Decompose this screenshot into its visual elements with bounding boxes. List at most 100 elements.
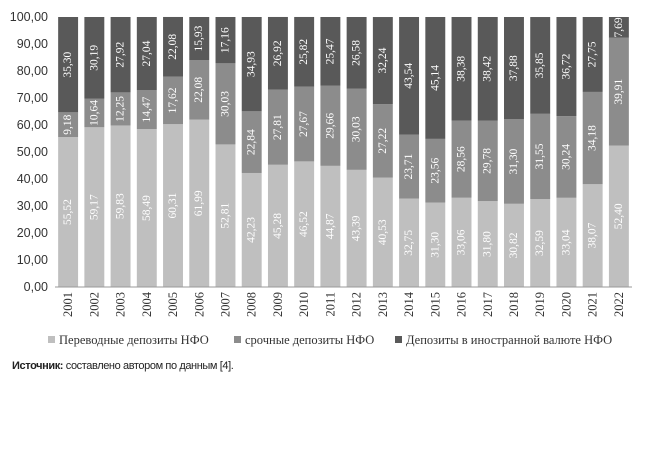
- legend-swatch-s1: [234, 336, 241, 343]
- bars: 55,52 9,18 35,30 59,17 10,64 30,19 59,83 12,25 2…: [58, 16, 629, 288]
- bar-segment-s2: [346, 17, 367, 89]
- x-tick-label: 2018: [507, 292, 521, 317]
- x-tick-label: 2005: [166, 292, 180, 317]
- value-label-s1: 27,67: [298, 111, 310, 137]
- y-tick-label: 30,00: [17, 199, 48, 213]
- value-label-s0: 31,80: [482, 231, 494, 257]
- bar-segment-s1: [136, 90, 157, 130]
- bar-segment-s2: [320, 17, 341, 86]
- value-label-s1: 27,22: [377, 128, 389, 154]
- x-tick-label: 2019: [533, 292, 547, 317]
- bar-segment-s0: [241, 172, 262, 287]
- value-label-s1: 30,03: [219, 91, 231, 117]
- x-tick-label: 2016: [455, 292, 469, 317]
- bar-segment-s0: [267, 164, 288, 287]
- bar-segment-s0: [556, 197, 577, 287]
- value-label-s1: 29,66: [324, 113, 336, 139]
- bar-segment-s2: [84, 17, 105, 99]
- y-tick-label: 10,00: [17, 253, 48, 267]
- bar-segment-s0: [84, 127, 105, 287]
- bar-segment-s1: [477, 120, 498, 202]
- value-label-s2: 35,30: [62, 51, 74, 77]
- bar-segment-s0: [608, 145, 629, 287]
- value-label-s2: 7,69: [613, 17, 625, 37]
- source-text: составлено автором по данным [4].: [63, 360, 234, 372]
- y-tick-label: 100,00: [10, 10, 48, 24]
- value-label-s2: 27,04: [141, 40, 153, 66]
- value-label-s2: 26,58: [351, 40, 363, 66]
- bar-segment-s2: [58, 17, 79, 113]
- x-tick-label: 2021: [586, 292, 600, 317]
- value-label-s2: 30,19: [88, 45, 100, 71]
- x-tick-label: 2009: [271, 292, 285, 317]
- value-label-s2: 26,92: [272, 40, 284, 66]
- value-label-s2: 25,47: [324, 38, 336, 64]
- x-tick-label: 2007: [218, 292, 232, 317]
- value-label-s2: 34,93: [246, 51, 258, 77]
- bar-segment-s0: [58, 137, 79, 287]
- value-label-s1: 9,18: [62, 114, 74, 134]
- value-label-s0: 52,81: [219, 203, 231, 229]
- bar-segment-s0: [504, 203, 524, 287]
- y-tick-label: 40,00: [17, 172, 48, 186]
- bar-segment-s2: [267, 16, 288, 90]
- y-axis: 0,00 10,00 20,00 30,00 40,00 50,00 60,00 70,00 8…: [10, 10, 48, 294]
- bar-segment-s2: [608, 17, 629, 38]
- value-label-s1: 30,03: [351, 116, 363, 142]
- x-tick-label: 2012: [350, 292, 364, 317]
- bar-segment-s1: [451, 120, 472, 198]
- bar-segment-s2: [582, 17, 603, 92]
- bar-segment-s2: [136, 17, 157, 91]
- bar-segment-s2: [163, 16, 183, 77]
- bar-segment-s1: [241, 111, 262, 173]
- value-label-s0: 40,53: [377, 219, 389, 245]
- bar-segment-s0: [346, 169, 367, 287]
- bar-segment-s1: [530, 113, 551, 200]
- value-label-s2: 45,14: [429, 65, 441, 91]
- bar-segment-s1: [425, 138, 446, 203]
- bar-segment-s1: [582, 91, 603, 185]
- y-tick-label: 80,00: [17, 64, 48, 78]
- value-label-s1: 29,78: [482, 148, 494, 174]
- bar-segment-s2: [451, 17, 472, 121]
- y-tick-label: 0,00: [24, 280, 48, 294]
- value-label-s1: 27,81: [272, 114, 284, 140]
- bar-segment-s1: [372, 104, 393, 178]
- x-tick-label: 2003: [114, 292, 128, 317]
- stacked-bar-chart: 0,00 10,00 20,00 30,00 40,00 50,00 60,00 70,00 8…: [10, 10, 632, 347]
- value-label-s0: 59,83: [115, 193, 127, 219]
- x-tick-label: 2001: [61, 292, 75, 317]
- value-label-s0: 33,06: [456, 229, 468, 255]
- value-label-s2: 32,24: [377, 47, 389, 73]
- bar-segment-s2: [504, 17, 524, 120]
- value-label-s2: 35,85: [534, 52, 546, 78]
- x-tick-label: 2015: [428, 292, 442, 317]
- bar-segment-s1: [110, 92, 131, 126]
- bar-segment-s1: [58, 112, 79, 138]
- value-label-s1: 23,71: [403, 153, 415, 179]
- value-label-s0: 42,23: [246, 217, 258, 243]
- value-label-s1: 39,91: [613, 78, 625, 104]
- value-label-s2: 36,72: [560, 53, 572, 79]
- bar-segment-s2: [530, 17, 551, 114]
- value-label-s1: 23,56: [429, 157, 441, 183]
- value-label-s2: 43,54: [403, 63, 415, 89]
- x-tick-label: 2008: [245, 292, 259, 317]
- bar-segment-s2: [556, 17, 577, 117]
- bar-segment-s0: [372, 177, 393, 287]
- value-label-s0: 33,04: [560, 229, 572, 255]
- value-label-s1: 10,64: [88, 100, 100, 126]
- value-label-s1: 31,30: [508, 148, 520, 174]
- value-label-s0: 59,17: [88, 194, 100, 220]
- value-label-s1: 14,47: [141, 96, 153, 122]
- legend-label-s2: Депозиты в иностранной валюте НФО: [406, 333, 612, 347]
- bar-segment-s1: [346, 88, 367, 170]
- y-tick-label: 50,00: [17, 145, 48, 159]
- value-label-s2: 25,82: [298, 39, 310, 65]
- value-label-s0: 45,28: [272, 213, 284, 239]
- bar-segment-s0: [294, 161, 315, 287]
- bar-segment-s0: [399, 198, 420, 287]
- y-tick-label: 20,00: [17, 226, 48, 240]
- bar-segment-s1: [163, 76, 183, 125]
- y-tick-label: 60,00: [17, 118, 48, 132]
